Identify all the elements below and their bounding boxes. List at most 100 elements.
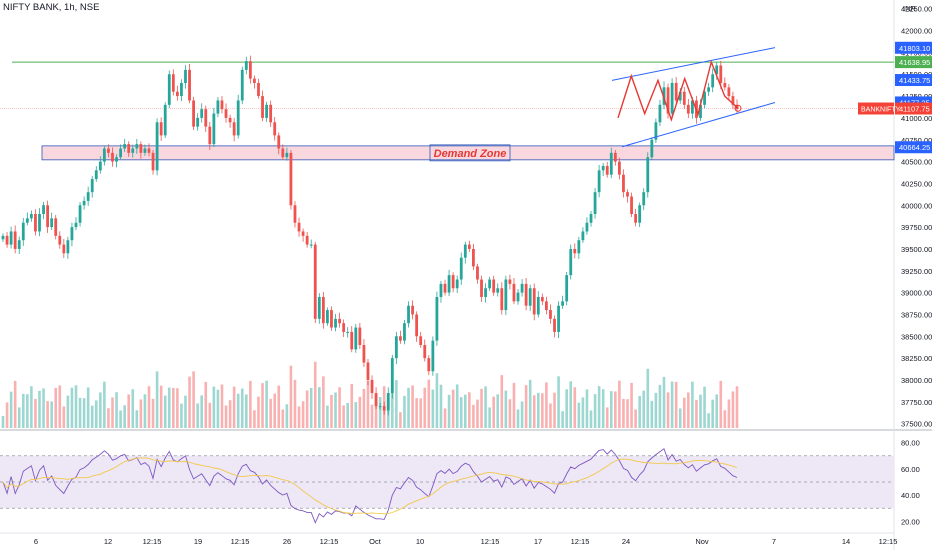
candle-body [305,235,309,245]
time-tick-label: 12:15 [143,537,162,546]
candle-body [642,192,646,206]
price-tick-label: 40750.00 [901,136,932,145]
candle-body [334,318,337,328]
candle-body [382,406,386,411]
volume-bar [370,404,374,428]
volume-bar [593,394,597,428]
volume-bar [273,393,277,428]
volume-bar [139,399,143,428]
candle-body [163,104,167,136]
candle-body [463,244,467,258]
candle-body [297,222,301,232]
candle-body [427,358,431,372]
candle-body [1,235,5,240]
candle-body [569,248,573,276]
candle-body [601,165,605,171]
candle-body [545,301,548,311]
rsi-tick-label: 60.00 [901,465,920,474]
candle-body [407,305,410,324]
volume-bar [74,385,78,428]
volume-bar [488,407,491,428]
volume-bar [232,386,236,428]
volume-bar [520,401,524,428]
volume-bar [609,391,613,428]
candle-body [654,122,658,140]
candle-body [9,231,13,245]
pattern-end-marker [734,104,742,112]
candle-body [630,196,633,214]
candle-body [25,218,29,223]
volume-bar [289,365,293,428]
candle-body [330,310,333,328]
candle-body [216,100,220,114]
volume-bar [423,387,427,428]
candle-body [111,152,114,162]
demand-zone-label: Demand Zone [434,148,507,160]
volume-bar [443,408,447,428]
candle-body [17,240,21,249]
volume-bar [163,395,167,428]
candle-body [415,314,419,337]
candle-body [139,144,143,153]
candle-body [431,340,435,372]
volume-bar [476,399,479,428]
candle-body [50,218,54,228]
volume-bar [318,387,321,428]
candle-body [626,192,629,197]
candle-body [386,393,390,411]
symbol-badge-bg [858,102,894,115]
candle-body [220,100,224,110]
candle-body [524,283,528,306]
candle-body [374,393,378,407]
volume-bar [415,398,418,428]
volume-bar [261,383,264,428]
candle-body [29,214,33,219]
candle-body [699,104,702,118]
candle-body [248,61,252,79]
volume-bar [391,379,394,428]
candle-body [338,318,341,324]
volume-bar [172,387,175,428]
candle-body [403,323,406,341]
candle-body [273,122,277,136]
volume-bar [715,394,719,428]
volume-bar [691,381,694,428]
candle-body [443,283,447,293]
candle-body [326,310,329,324]
volume-bar [407,387,410,428]
candle-body [62,244,66,254]
currency-label: INR [903,4,917,13]
candle-body [658,104,662,123]
candle-body [107,148,110,153]
price-tick-label: 38500.00 [901,332,932,341]
volume-bar [508,399,512,428]
volume-bar [670,381,674,428]
candle-body [321,296,325,324]
volume-bar [536,392,540,428]
candle-body [472,248,475,267]
volume-bar [147,386,151,428]
symbol-badge: BANKNIFTY [861,107,901,114]
volume-bar [500,375,504,428]
volume-bar [277,385,281,428]
volume-bar [249,380,252,428]
volume-bar [451,389,455,428]
candle-body [589,214,593,223]
candle-body [261,96,264,118]
rsi-ma-line [2,457,738,515]
volume-bar [127,394,131,428]
volume-bar [297,406,301,428]
candle-body [727,87,731,97]
candle-body [686,104,690,114]
volume-bar [374,396,378,428]
candle-body [147,148,151,153]
volume-bar [192,371,195,428]
candle-body [435,296,439,341]
volume-bar [687,392,690,428]
candle-body [253,78,256,83]
volume-bar [204,381,208,428]
candle-body [731,96,735,105]
candle-body [390,358,394,394]
candle-body [180,82,183,97]
